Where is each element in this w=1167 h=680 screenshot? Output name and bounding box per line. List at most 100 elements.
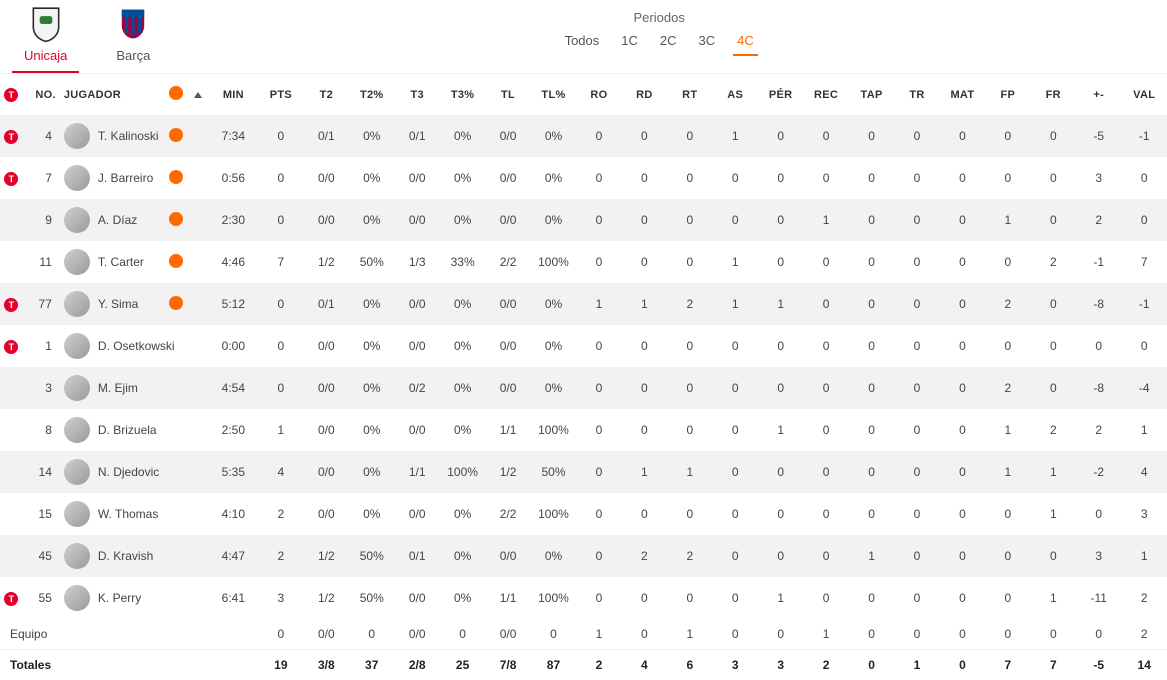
badge-t-icon: T <box>4 172 18 186</box>
stat-cell: 0 <box>1031 115 1076 157</box>
player-cell[interactable]: N. Djedovic <box>60 451 163 493</box>
player-cell[interactable]: A. Díaz <box>60 199 163 241</box>
number-cell: 8 <box>23 409 60 451</box>
stat-cell: 0 <box>940 325 985 367</box>
spacer-cell <box>188 619 209 650</box>
stat-cell: 1 <box>622 283 667 325</box>
stat-cell: 50% <box>349 577 394 619</box>
stat-cell: 1/3 <box>394 241 439 283</box>
stat-cell: 0% <box>349 283 394 325</box>
player-cell[interactable]: J. Barreiro <box>60 157 163 199</box>
col-header-t2[interactable]: T2% <box>349 74 394 115</box>
col-header-as[interactable]: AS <box>713 74 758 115</box>
stat-cell: 0 <box>894 409 939 451</box>
period-tab-1c[interactable]: 1C <box>617 31 642 56</box>
player-name: W. Thomas <box>98 507 158 521</box>
stat-cell: 0/0 <box>304 451 349 493</box>
stat-cell: -5 <box>1076 650 1121 680</box>
col-header-[interactable]: +- <box>1076 74 1121 115</box>
col-header-tl[interactable]: TL% <box>531 74 576 115</box>
number-cell: 7 <box>23 157 60 199</box>
col-header-fr[interactable]: FR <box>1031 74 1076 115</box>
col-header-ro[interactable]: RO <box>576 74 621 115</box>
col-header-pr[interactable]: PÉR <box>758 74 803 115</box>
table-row[interactable]: T55K. Perry6:4131/250%0/00%1/1100%000010… <box>0 577 1167 619</box>
table-row[interactable]: 8D. Brizuela2:5010/00%0/00%1/1100%000010… <box>0 409 1167 451</box>
player-cell[interactable]: T. Carter <box>60 241 163 283</box>
table-row[interactable]: 45D. Kravish4:4721/250%0/10%0/00%0220001… <box>0 535 1167 577</box>
player-cell[interactable]: D. Osetkowski <box>60 325 163 367</box>
col-header-fp[interactable]: FP <box>985 74 1030 115</box>
table-row[interactable]: T4T. Kalinoski7:3400/10%0/10%0/00%000100… <box>0 115 1167 157</box>
col-min-header[interactable]: MIN <box>209 74 259 115</box>
stat-cell: 0/0 <box>485 283 530 325</box>
col-ball-header[interactable] <box>163 74 188 115</box>
stat-cell: 0 <box>1031 325 1076 367</box>
col-player-header[interactable]: JUGADOR <box>60 74 163 115</box>
team-tab-barca[interactable]: Barça <box>103 0 163 73</box>
col-header-rec[interactable]: REC <box>803 74 848 115</box>
sort-triangle-icon[interactable] <box>194 92 202 98</box>
ball-cell <box>163 115 188 157</box>
basketball-icon <box>169 212 183 226</box>
player-cell[interactable]: W. Thomas <box>60 493 163 535</box>
stat-cell: 0 <box>803 283 848 325</box>
stat-cell: 0 <box>576 115 621 157</box>
stat-cell: -1 <box>1121 283 1167 325</box>
col-no-header[interactable]: NO. <box>23 74 60 115</box>
col-header-t2[interactable]: T2 <box>304 74 349 115</box>
stat-cell: -4 <box>1121 367 1167 409</box>
period-tab-todos[interactable]: Todos <box>561 31 604 56</box>
period-tab-3c[interactable]: 3C <box>695 31 720 56</box>
stat-cell: 2 <box>667 535 712 577</box>
player-cell[interactable]: M. Ejim <box>60 367 163 409</box>
table-row[interactable]: T1D. Osetkowski0:0000/00%0/00%0/00%00000… <box>0 325 1167 367</box>
table-row[interactable]: 11T. Carter4:4671/250%1/333%2/2100%00010… <box>0 241 1167 283</box>
table-row[interactable]: 3M. Ejim4:5400/00%0/20%0/00%00000000020-… <box>0 367 1167 409</box>
period-tab-2c[interactable]: 2C <box>656 31 681 56</box>
stat-cell: 2 <box>667 283 712 325</box>
table-row[interactable]: 15W. Thomas4:1020/00%0/00%2/2100%0000000… <box>0 493 1167 535</box>
totals-label: Totales <box>0 650 163 680</box>
col-header-pts[interactable]: PTS <box>258 74 303 115</box>
table-row[interactable]: 14N. Djedovic5:3540/00%1/1100%1/250%0110… <box>0 451 1167 493</box>
stat-cell: 0 <box>940 241 985 283</box>
col-header-tap[interactable]: TAP <box>849 74 894 115</box>
col-sort-header[interactable] <box>188 74 209 115</box>
player-cell[interactable]: Y. Sima <box>60 283 163 325</box>
player-cell[interactable]: K. Perry <box>60 577 163 619</box>
stat-cell: 0% <box>440 283 485 325</box>
player-cell[interactable]: D. Kravish <box>60 535 163 577</box>
col-header-t3[interactable]: T3% <box>440 74 485 115</box>
col-header-tr[interactable]: TR <box>894 74 939 115</box>
team-tab-unicaja[interactable]: Unicaja <box>12 0 79 73</box>
player-cell[interactable]: T. Kalinoski <box>60 115 163 157</box>
stat-cell: 0 <box>713 619 758 650</box>
player-cell[interactable]: D. Brizuela <box>60 409 163 451</box>
col-header-rt[interactable]: RT <box>667 74 712 115</box>
avatar <box>64 585 90 611</box>
stat-cell: 0/0 <box>304 325 349 367</box>
stat-cell: 0/0 <box>394 619 439 650</box>
col-badge-header[interactable]: T <box>0 74 23 115</box>
stat-cell: 0 <box>849 577 894 619</box>
stat-cell: 0 <box>713 577 758 619</box>
table-row[interactable]: T7J. Barreiro0:5600/00%0/00%0/00%0000000… <box>0 157 1167 199</box>
stat-cell: 0 <box>1121 325 1167 367</box>
ball-cell <box>163 367 188 409</box>
col-header-mat[interactable]: MAT <box>940 74 985 115</box>
stat-cell: 1 <box>1031 577 1076 619</box>
stat-cell: 0/0 <box>304 409 349 451</box>
period-tab-4c[interactable]: 4C <box>733 31 758 56</box>
col-header-rd[interactable]: RD <box>622 74 667 115</box>
stat-cell: -1 <box>1076 241 1121 283</box>
col-header-t3[interactable]: T3 <box>394 74 439 115</box>
table-row[interactable]: 9A. Díaz2:3000/00%0/00%0/00%000001000102… <box>0 199 1167 241</box>
col-header-tl[interactable]: TL <box>485 74 530 115</box>
table-row[interactable]: T77Y. Sima5:1200/10%0/00%0/00%1121100002… <box>0 283 1167 325</box>
stat-cell: 0% <box>440 199 485 241</box>
stat-cell: 0/0 <box>485 535 530 577</box>
col-header-val[interactable]: VAL <box>1121 74 1167 115</box>
badge-cell <box>0 409 23 451</box>
stat-cell: 1 <box>985 409 1030 451</box>
